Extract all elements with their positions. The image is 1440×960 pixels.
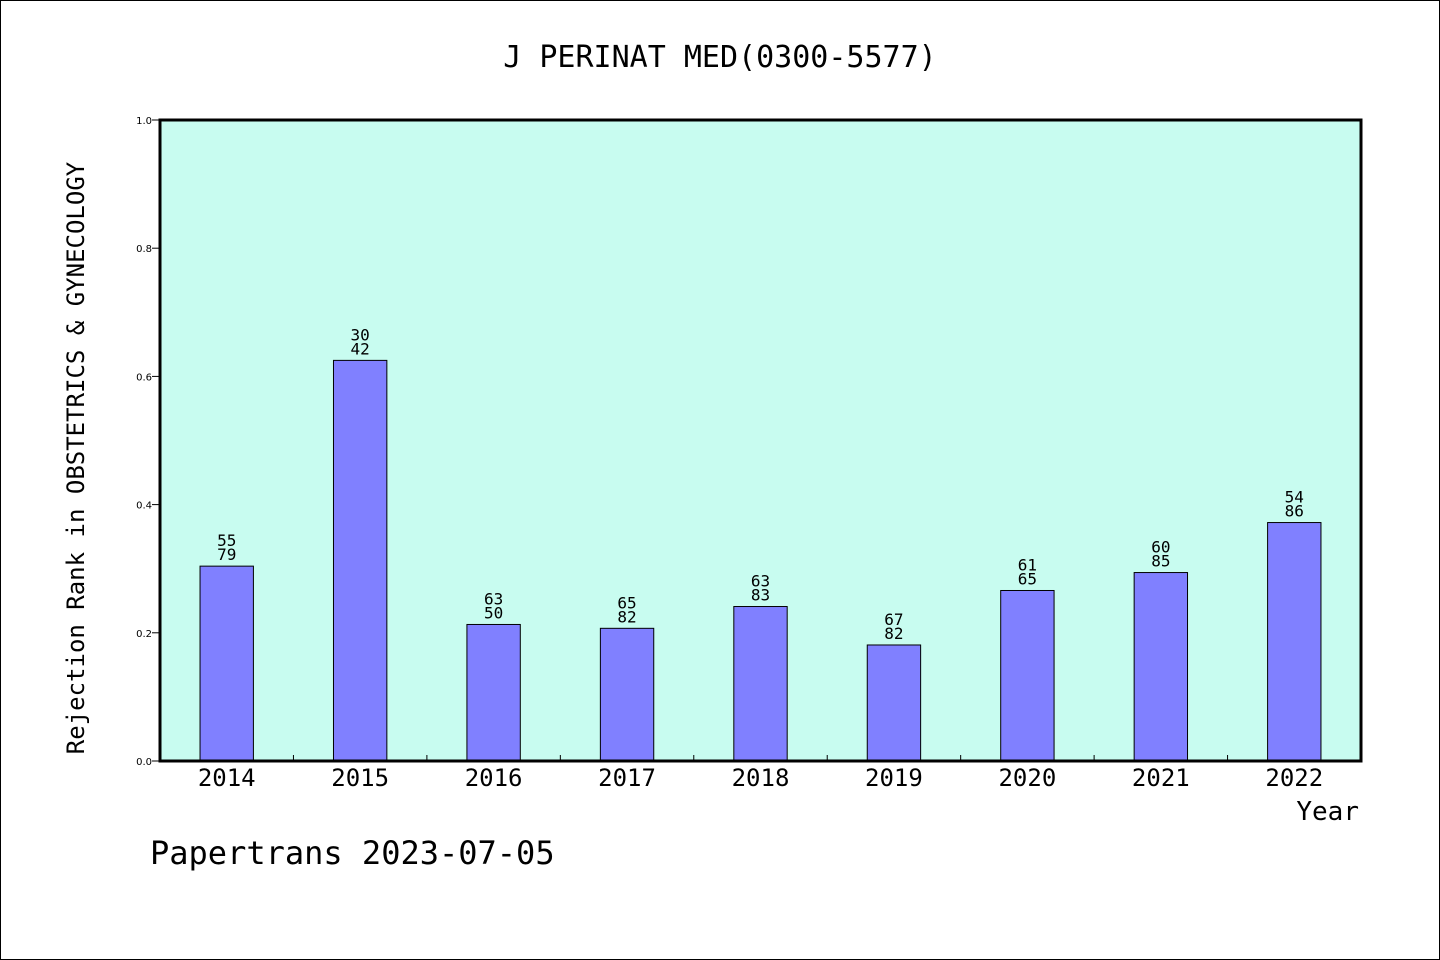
bar-label-bottom: 83 bbox=[751, 586, 770, 605]
bar-label-bottom: 85 bbox=[1151, 552, 1170, 571]
bar-label-top: 65 bbox=[617, 593, 636, 612]
bar bbox=[733, 606, 788, 762]
bar bbox=[332, 359, 388, 762]
bar bbox=[466, 623, 521, 762]
bar-label-top: 60 bbox=[1151, 538, 1170, 557]
bar-label-bottom: 50 bbox=[484, 603, 503, 622]
bar-label-top: 63 bbox=[751, 572, 770, 591]
x-tick-label: 2017 bbox=[598, 764, 656, 792]
chart-title: J PERINAT MED(0300-5577) bbox=[503, 40, 936, 75]
plot-border bbox=[158, 118, 1363, 763]
bar-label-bottom: 79 bbox=[217, 545, 236, 564]
bar-label-top: 54 bbox=[1285, 488, 1304, 507]
bar-label-bottom: 65 bbox=[1018, 569, 1037, 588]
x-tick-label: 2021 bbox=[1132, 764, 1190, 792]
bar-label-top: 67 bbox=[884, 610, 903, 629]
y-tick-label: 1.0 bbox=[136, 116, 152, 127]
bar-label-top: 63 bbox=[484, 589, 503, 608]
x-tick-label: 2022 bbox=[1265, 764, 1323, 792]
x-tick-label: 2016 bbox=[465, 764, 523, 792]
y-tick-label: 0.6 bbox=[136, 372, 152, 383]
bar-label-top: 30 bbox=[351, 325, 370, 344]
y-axis-label: Rejection Rank in OBSTETRICS & GYNECOLOG… bbox=[62, 161, 90, 754]
bar-label-bottom: 42 bbox=[351, 339, 370, 358]
bar-label-bottom: 82 bbox=[884, 624, 903, 643]
x-tick-label: 2015 bbox=[331, 764, 389, 792]
x-tick-label: 2019 bbox=[865, 764, 923, 792]
bar-label-top: 61 bbox=[1018, 555, 1037, 574]
footer-text: Papertrans 2023-07-05 bbox=[150, 834, 555, 872]
bar bbox=[599, 627, 655, 762]
y-tick-label: 0.0 bbox=[136, 757, 152, 768]
y-axis-ticks: 0.0 0.2 0.4 0.6 0.8 1.0 bbox=[136, 116, 160, 768]
bar bbox=[866, 644, 922, 762]
x-tick-label: 2018 bbox=[732, 764, 790, 792]
x-axis-ticks: 2014 2015 2016 2017 2018 2019 2020 2021 2022 bbox=[198, 755, 1323, 792]
x-tick-label: 2020 bbox=[998, 764, 1056, 792]
bar bbox=[199, 565, 254, 762]
bar bbox=[1267, 522, 1322, 762]
y-tick-label: 0.8 bbox=[136, 244, 152, 255]
bar-label-bottom: 86 bbox=[1285, 502, 1304, 521]
bar bbox=[1133, 572, 1189, 762]
y-tick-label: 0.4 bbox=[136, 501, 152, 512]
x-axis-label: Year bbox=[1296, 797, 1359, 827]
bar bbox=[1000, 589, 1055, 762]
y-tick-label: 0.2 bbox=[136, 629, 152, 640]
bar-label-bottom: 82 bbox=[617, 607, 636, 626]
bar-label-top: 55 bbox=[217, 531, 236, 550]
x-tick-label: 2014 bbox=[198, 764, 256, 792]
